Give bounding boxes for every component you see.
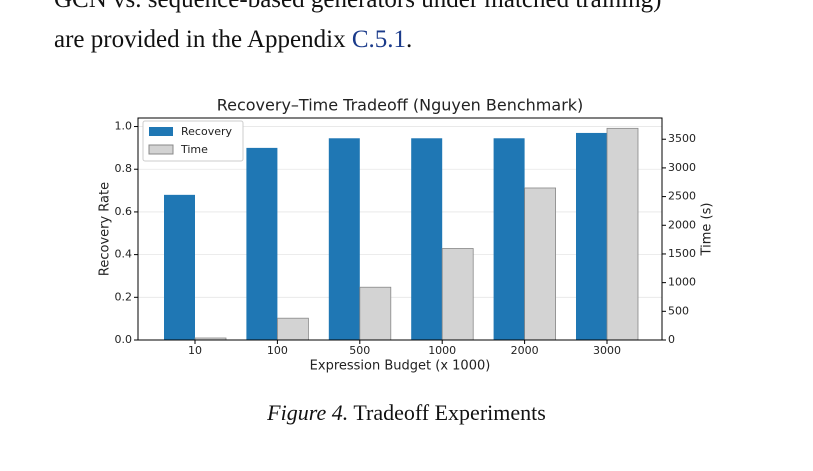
legend-swatch xyxy=(148,144,174,155)
bar xyxy=(524,187,556,341)
y2-tick-label: 1500 xyxy=(668,247,696,260)
caption-text: Tradeoff Experiments xyxy=(353,400,546,425)
x-tick-label: 100 xyxy=(267,344,288,357)
bar xyxy=(493,138,525,340)
bar xyxy=(359,286,392,341)
chart: Recovery–Time Tradeoff (Nguyen Benchmark… xyxy=(98,96,715,374)
bar xyxy=(576,132,607,340)
x-tick-label: 10 xyxy=(188,344,202,357)
caption-label: Figure 4. xyxy=(267,400,349,425)
bar xyxy=(441,248,474,341)
y2-tick-label: 3500 xyxy=(668,132,696,145)
y2-tick-label: 3000 xyxy=(668,161,696,174)
bar xyxy=(276,317,309,341)
x-tick-label: 2000 xyxy=(511,344,539,357)
y2-tick-label: 2500 xyxy=(668,190,696,203)
y-axis-label: Recovery Rate xyxy=(98,182,113,276)
y-tick-label: 1.0 xyxy=(115,120,133,133)
y-tick-label: 0.2 xyxy=(115,290,133,303)
y2-axis-label: Time (s) xyxy=(700,203,715,257)
bar xyxy=(411,138,443,340)
bar xyxy=(246,147,278,340)
paragraph-line: are provided in the Appendix C.5.1. xyxy=(54,26,412,54)
legend-label: Time xyxy=(180,143,208,156)
x-axis-label: Expression Budget (x 1000) xyxy=(310,359,491,374)
plot-frame xyxy=(137,117,663,341)
text: . xyxy=(406,26,413,53)
legend-swatch xyxy=(149,127,173,136)
caption: Figure 4. Tradeoff Experiments xyxy=(0,400,813,426)
y-tick-label: 0.4 xyxy=(115,248,133,261)
y-tick-label: 0.8 xyxy=(115,162,133,175)
y-tick-label: 0.6 xyxy=(115,205,133,218)
legend-label: Recovery xyxy=(181,125,232,138)
x-tick-label: 1000 xyxy=(428,344,456,357)
text: are provided in the Appendix xyxy=(54,26,352,53)
bar xyxy=(328,138,360,340)
y2-tick-label: 0 xyxy=(668,333,675,346)
y2-tick-label: 1000 xyxy=(668,276,696,289)
bar xyxy=(164,194,195,340)
y-tick-label: 0.0 xyxy=(115,333,133,346)
link[interactable]: C.5.1 xyxy=(351,26,407,53)
x-tick-label: 500 xyxy=(349,344,370,357)
paragraph-line: GCN vs. sequence-based generators under … xyxy=(54,0,661,14)
bar xyxy=(606,127,639,341)
y2-tick-label: 2000 xyxy=(668,218,696,231)
y2-tick-label: 500 xyxy=(668,304,689,317)
chart-title: Recovery–Time Tradeoff (Nguyen Benchmark… xyxy=(217,96,584,115)
x-tick-label: 3000 xyxy=(593,344,621,357)
